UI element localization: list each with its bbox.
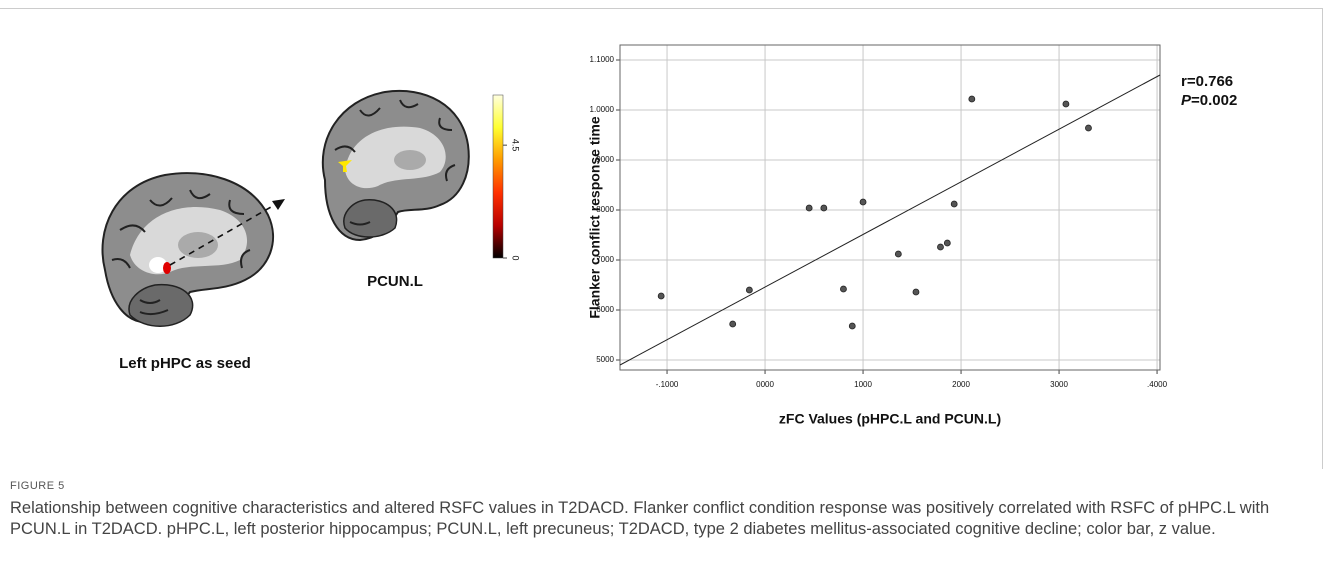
data-point xyxy=(1063,101,1069,107)
x-tick-label: .4000 xyxy=(1147,380,1168,389)
x-tick-label: 3000 xyxy=(1050,380,1068,389)
brain-left xyxy=(103,173,274,326)
colorbar-tick-label: 0 xyxy=(511,255,521,260)
x-tick-label: 0000 xyxy=(756,380,774,389)
target-label: PCUN.L xyxy=(367,273,423,290)
seed-label: Left pHPC as seed xyxy=(119,355,251,372)
data-point xyxy=(969,96,975,102)
y-axis-label: Flanker conflict response time xyxy=(587,116,603,318)
x-tick-label: -.1000 xyxy=(656,380,679,389)
data-point xyxy=(658,293,664,299)
colorbar xyxy=(493,95,503,258)
y-tick-label: 1.1000 xyxy=(590,55,615,64)
data-point xyxy=(895,251,901,257)
x-tick-label: 1000 xyxy=(854,380,872,389)
x-tick-label: 2000 xyxy=(952,380,970,389)
data-point xyxy=(806,205,812,211)
arrow-head xyxy=(272,199,285,210)
data-point xyxy=(913,289,919,295)
data-point xyxy=(746,287,752,293)
y-tick-label: 1.0000 xyxy=(590,105,615,114)
data-point xyxy=(849,323,855,329)
data-point xyxy=(937,244,943,250)
data-point xyxy=(860,199,866,205)
y-tick-label: 5000 xyxy=(596,355,614,364)
x-axis-label: zFC Values (pHPC.L and PCUN.L) xyxy=(779,411,1001,427)
data-point xyxy=(840,286,846,292)
data-point xyxy=(1085,125,1091,131)
stat-annotation: P=0.002 xyxy=(1181,92,1237,109)
colorbar-tick-label: 4.5 xyxy=(511,139,521,152)
page: Left pHPC as seed PCUN.L 500060007000800… xyxy=(0,0,1330,562)
figure-label: FIGURE 5 xyxy=(10,480,65,492)
trend-line xyxy=(620,75,1160,365)
brain-right xyxy=(323,91,469,240)
stat-annotation: r=0.766 xyxy=(1181,73,1233,90)
data-point xyxy=(821,205,827,211)
data-point xyxy=(944,240,950,246)
data-point xyxy=(730,321,736,327)
figure: Left pHPC as seed PCUN.L 500060007000800… xyxy=(0,0,1330,470)
figure-caption: Relationship between cognitive character… xyxy=(10,498,1310,540)
data-point xyxy=(951,201,957,207)
